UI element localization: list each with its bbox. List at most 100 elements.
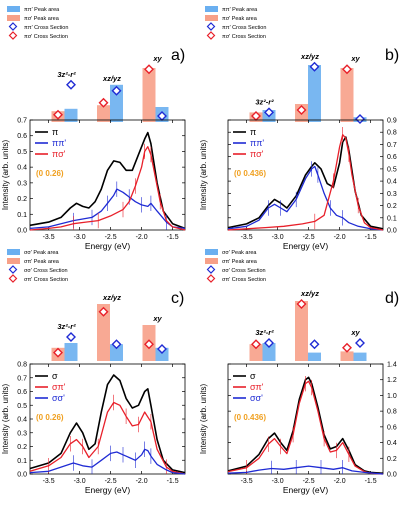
- x-tick-label: -2.0: [136, 478, 148, 485]
- bar-blue: [110, 344, 123, 361]
- legend-label: ππ': [250, 138, 264, 148]
- series-black: [29, 131, 186, 230]
- y-tick-label: 0.4: [387, 179, 397, 186]
- x-axis-title: Energy (eV): [283, 485, 329, 495]
- y-tick-label: 0.0: [17, 472, 27, 479]
- series-blue: [29, 188, 186, 230]
- legend-text: πσ' Cross Section: [222, 34, 266, 40]
- orbital-label: 3z²-r²: [57, 322, 76, 331]
- y-tick-label: 0.6: [387, 154, 397, 161]
- bar-blue: [262, 343, 276, 361]
- bar-blue: [110, 84, 123, 122]
- line-plot: -3.5 -3.0 -2.5 -2.0 -1.5 0.0 0.1 0.2 0.3 0.4 0.5 0.…: [1, 362, 186, 495]
- bar-red: [340, 68, 354, 122]
- y-tick-label: 0.8: [17, 362, 27, 369]
- x-tick-label: -3.5: [43, 234, 55, 241]
- legend-text: σσ' Cross Section: [24, 268, 68, 274]
- y-tick-label: 0.3: [17, 430, 27, 437]
- legend-label: π: [250, 127, 256, 137]
- x-tick-label: -1.5: [365, 478, 377, 485]
- y-tick-label: 0.1: [17, 212, 27, 219]
- marker-red: [342, 64, 352, 75]
- y-tick-label: 1.0: [387, 393, 397, 400]
- bar-blue: [308, 352, 321, 361]
- orbital-label: xy: [350, 328, 360, 337]
- legend-swatch: [7, 258, 20, 264]
- legend-label: σ: [52, 371, 58, 381]
- y-tick-label: 0.3: [17, 180, 27, 187]
- legend-label: σσ': [52, 393, 65, 403]
- orbital-label: xz/yz: [102, 74, 121, 83]
- series-black: [29, 374, 186, 474]
- series-blue: [29, 448, 186, 475]
- plot-frame: [227, 363, 384, 475]
- x-tick-label: -2.5: [105, 478, 117, 485]
- x-axis-title: Energy (eV): [85, 485, 131, 495]
- marker-blue: [111, 85, 122, 96]
- bar-blue: [64, 108, 78, 122]
- panel-label: a): [171, 47, 185, 64]
- y-tick-label: 0.2: [387, 456, 397, 463]
- y-axis-title: Intensity (arb. units): [1, 140, 10, 211]
- y-tick-label: 1.4: [387, 362, 397, 369]
- legend-label: σ: [250, 371, 256, 381]
- x-axis-title: Energy (eV): [283, 241, 329, 251]
- marker-red: [53, 347, 63, 358]
- orbital-label: xz/yz: [102, 293, 121, 302]
- orbital-label: 3z²-r²: [255, 97, 274, 106]
- legend-text: πσ' Peak area: [24, 16, 60, 22]
- legend-swatch: [7, 249, 20, 255]
- q-label: (0 0.26): [36, 169, 64, 178]
- x-axis-title: Energy (eV): [85, 241, 131, 251]
- y-tick-label: 0.6: [17, 389, 27, 396]
- marker-red: [296, 105, 307, 115]
- y-tick-label: 0.5: [17, 149, 27, 156]
- x-tick-label: -3.0: [74, 478, 86, 485]
- x-tick-label: -2.0: [136, 234, 148, 241]
- orbital-label: xz/yz: [300, 52, 319, 61]
- bar-inset: 3z²-r² xz/yz xy: [51, 54, 169, 122]
- bar-red: [97, 304, 110, 361]
- x-tick-label: -2.0: [334, 234, 346, 241]
- y-tick-label: 0.5: [387, 166, 397, 173]
- x-tick-label: -1.5: [167, 478, 179, 485]
- legend-swatch: [7, 15, 20, 21]
- plot-frame: [29, 119, 186, 231]
- legend-marker: [206, 22, 216, 31]
- line-plot: -3.5 -3.0 -2.5 -2.0 -1.5 0.0 0.1 0.2 0.3 0.4 0.5 0.…: [199, 118, 397, 252]
- x-tick-label: -3.0: [74, 234, 86, 241]
- series-red: [29, 401, 186, 475]
- legend-text: σσ' Peak area: [222, 250, 257, 256]
- legend-text: ππ' Cross Section: [24, 25, 68, 31]
- legend-label: σπ': [52, 382, 66, 392]
- y-tick-label: 0.5: [17, 403, 27, 410]
- bar-red: [295, 301, 308, 361]
- legend-swatch: [205, 249, 218, 255]
- legend-text: σπ' Cross Section: [24, 277, 68, 283]
- orbital-label: xz/yz: [300, 289, 319, 298]
- series-red: [227, 134, 384, 231]
- y-tick-label: 0.8: [387, 130, 397, 137]
- bar-legend: ππ' Peak area πσ' Peak area ππ' Cross Sect…: [205, 6, 266, 40]
- bar-legend: ππ' Peak area πσ' Peak area ππ' Cross Sect…: [7, 6, 68, 40]
- y-axis-title: Intensity (arb. units): [199, 140, 208, 211]
- y-axis-title: Intensity (arb. units): [199, 384, 208, 455]
- x-tick-label: -1.5: [365, 234, 377, 241]
- legend-text: σσ' Cross Section: [222, 268, 266, 274]
- y-tick-label: 0.8: [387, 409, 397, 416]
- y-tick-label: 0.0: [387, 228, 397, 235]
- orbital-label: 3z²-r²: [57, 70, 76, 79]
- series-blue: [227, 165, 384, 231]
- y-tick-label: 0.3: [387, 191, 397, 198]
- legend-marker: [206, 274, 216, 283]
- orbital-label: xy: [350, 54, 360, 63]
- x-tick-label: -3.5: [241, 234, 253, 241]
- legend-text: σπ' Cross Section: [222, 277, 266, 283]
- bar-red: [97, 105, 110, 122]
- y-tick-label: 0.1: [17, 458, 27, 465]
- marker-red: [98, 97, 109, 108]
- legend-marker: [8, 274, 18, 283]
